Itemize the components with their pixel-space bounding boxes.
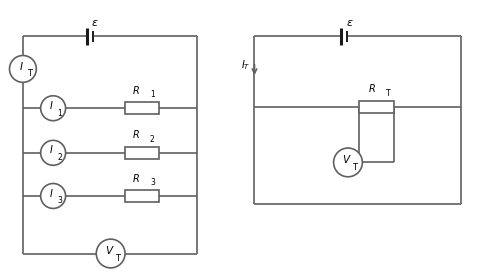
- Bar: [124, 102, 159, 114]
- Text: $R$: $R$: [132, 84, 140, 96]
- Text: I: I: [19, 62, 22, 72]
- Text: $I_T$: $I_T$: [241, 58, 250, 72]
- Circle shape: [333, 148, 362, 177]
- Text: $\varepsilon$: $\varepsilon$: [345, 18, 352, 28]
- Text: T: T: [115, 254, 120, 263]
- Text: V: V: [342, 155, 349, 165]
- Text: I: I: [50, 145, 53, 155]
- Text: T: T: [385, 89, 390, 98]
- Text: T: T: [27, 69, 32, 78]
- Text: T: T: [351, 163, 356, 172]
- Text: 2: 2: [57, 153, 62, 162]
- Text: 2: 2: [150, 135, 154, 144]
- Circle shape: [41, 96, 65, 121]
- Text: 3: 3: [150, 178, 154, 187]
- Text: I: I: [50, 101, 53, 111]
- Bar: [124, 147, 159, 159]
- Text: I: I: [50, 189, 53, 199]
- Bar: [124, 190, 159, 202]
- Circle shape: [41, 140, 65, 165]
- Circle shape: [10, 56, 36, 82]
- Bar: [359, 101, 393, 113]
- Text: $\varepsilon$: $\varepsilon$: [91, 18, 99, 28]
- Text: $R$: $R$: [367, 82, 375, 94]
- Text: $R$: $R$: [132, 128, 140, 140]
- Text: $R$: $R$: [132, 172, 140, 184]
- Text: V: V: [105, 246, 112, 256]
- Text: 1: 1: [57, 109, 62, 118]
- Text: 1: 1: [150, 90, 154, 99]
- Circle shape: [41, 184, 65, 209]
- Circle shape: [96, 239, 125, 268]
- Text: 3: 3: [57, 196, 62, 205]
